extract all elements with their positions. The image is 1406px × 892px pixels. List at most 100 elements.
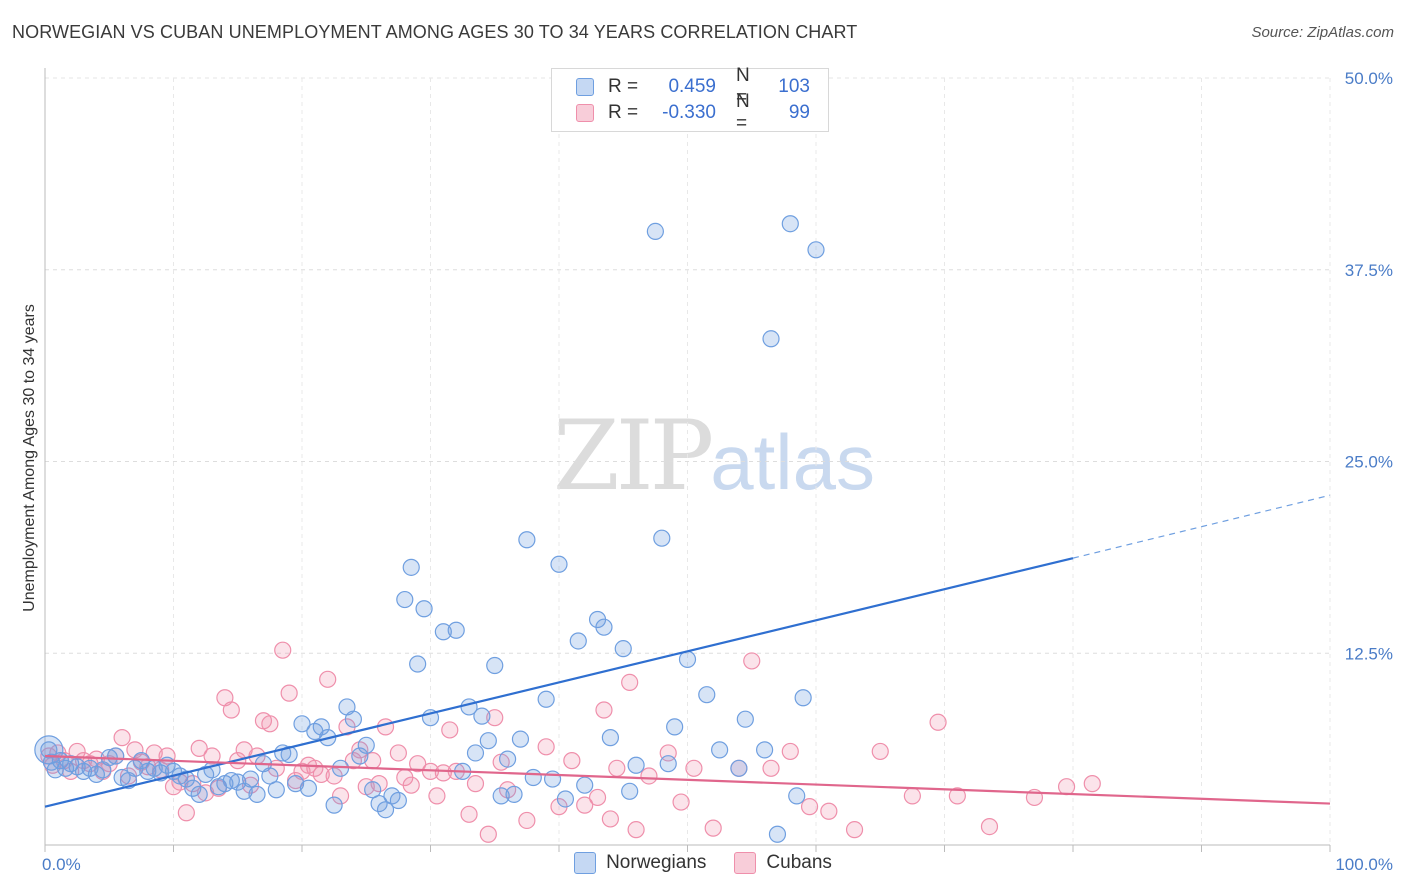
norwegians-point xyxy=(781,215,799,233)
cubans-point xyxy=(190,739,208,757)
norwegians-point xyxy=(242,770,260,788)
norwegians-point xyxy=(409,655,427,673)
norwegians-point xyxy=(550,555,568,573)
cubans-point xyxy=(588,788,607,807)
cubans-point xyxy=(306,759,324,777)
cubans-point xyxy=(903,787,921,805)
norwegians-point xyxy=(653,529,671,547)
cubans-point xyxy=(563,752,581,770)
cubans-point xyxy=(370,775,388,793)
legend-n-value: 99 xyxy=(788,102,810,123)
norwegians-point xyxy=(794,689,812,707)
norwegians-point xyxy=(499,750,517,768)
cubans-point xyxy=(576,796,594,814)
cubans-point xyxy=(800,798,819,816)
cubans-point xyxy=(743,652,761,670)
cubans-point xyxy=(280,684,298,702)
norwegians-point xyxy=(505,785,523,803)
series-legend-norwegians: Norwegians xyxy=(574,852,706,874)
norwegians-point xyxy=(466,744,485,762)
legend-r-value: -0.330 xyxy=(662,102,716,123)
norwegians-point xyxy=(402,558,420,576)
norwegians-point xyxy=(492,787,510,805)
cubans-point xyxy=(518,811,536,830)
norwegians-point xyxy=(229,773,247,791)
cubans-point xyxy=(261,715,279,733)
legend-n-label: N = xyxy=(736,91,750,134)
norwegians-point xyxy=(267,781,285,799)
cubans-point xyxy=(704,819,722,837)
y-tick-label: 25.0% xyxy=(1345,453,1393,472)
cubans-point xyxy=(460,805,478,823)
norwegians-point xyxy=(351,747,369,765)
norwegians-point xyxy=(447,621,465,639)
cubans-point xyxy=(222,701,240,719)
norwegians-point xyxy=(556,790,575,808)
norwegians-point xyxy=(524,768,542,787)
norwegians-trend-line xyxy=(44,557,1074,808)
cubans-point xyxy=(595,701,613,719)
norwegians-point xyxy=(646,222,664,240)
cubans-point xyxy=(486,709,504,727)
legend-swatch-norwegians xyxy=(576,78,594,96)
norwegians-point xyxy=(312,718,330,736)
series-swatch-cubans xyxy=(734,852,757,874)
norwegians-point xyxy=(762,330,780,348)
norwegians-point xyxy=(736,710,754,728)
norwegians-point xyxy=(601,729,620,747)
norwegians-point xyxy=(107,747,125,765)
cubans-point xyxy=(627,821,645,839)
cubans-point xyxy=(479,825,497,843)
norwegians-point xyxy=(261,767,279,785)
cubans-point xyxy=(640,767,658,785)
norwegians-point xyxy=(81,759,99,777)
cubans-point xyxy=(113,729,131,747)
cubans-point xyxy=(1083,775,1101,793)
norwegians-point xyxy=(415,600,433,618)
norwegians-point xyxy=(659,755,677,773)
cubans-point xyxy=(466,775,485,793)
norwegians-point xyxy=(364,781,382,799)
norwegians-point xyxy=(222,771,240,790)
cubans-point xyxy=(389,744,407,762)
norwegians-point xyxy=(627,756,645,774)
cubans-point xyxy=(428,787,446,805)
norwegians-point xyxy=(325,796,343,814)
norwegians-point xyxy=(376,801,395,819)
cubans-point xyxy=(948,787,966,805)
series-legend-cubans: Cubans xyxy=(734,852,832,874)
cubans-point xyxy=(980,817,999,836)
x-tick-label: 100.0% xyxy=(1335,855,1393,874)
norwegians-point xyxy=(357,736,375,754)
cubans-point xyxy=(402,776,420,794)
cubans-point xyxy=(601,810,620,828)
norwegians-point xyxy=(434,623,452,641)
norwegians-point xyxy=(543,770,562,788)
norwegians-point xyxy=(389,791,407,810)
cubans-point xyxy=(845,821,864,839)
norwegians-trend-extension xyxy=(1072,494,1331,559)
norwegians-point xyxy=(518,531,536,549)
cubans-point xyxy=(621,673,639,691)
norwegians-point xyxy=(248,785,266,803)
series-legend: Norwegians Cubans xyxy=(0,852,1406,874)
norwegians-point xyxy=(331,759,350,777)
cubans-point xyxy=(762,759,780,777)
legend-row-norwegians: R = 0.459 N = 103 xyxy=(576,65,810,108)
norwegians-point xyxy=(730,759,748,777)
cubans-point xyxy=(672,793,690,811)
norwegians-point xyxy=(537,690,555,708)
y-tick-label: 37.5% xyxy=(1345,261,1393,280)
cubans-point xyxy=(177,804,195,822)
cubans-point xyxy=(331,787,350,805)
norwegians-point xyxy=(190,785,208,803)
cubans-point xyxy=(685,759,703,777)
norwegians-point xyxy=(486,656,504,675)
norwegians-point xyxy=(768,825,787,843)
y-axis-label: Unemployment Among Ages 30 to 34 years xyxy=(21,304,38,612)
cubans-point xyxy=(781,742,799,761)
legend-r-value: 0.459 xyxy=(668,76,716,97)
cubans-point xyxy=(608,759,626,777)
norwegians-point xyxy=(576,776,594,794)
